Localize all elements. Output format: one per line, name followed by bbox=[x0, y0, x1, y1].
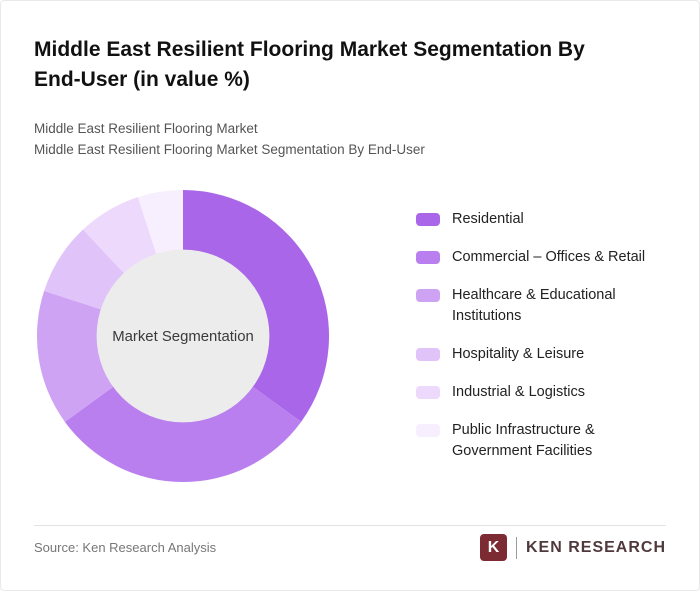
footer: Source: Ken Research Analysis K KEN RESE… bbox=[34, 525, 666, 561]
legend-label: Hospitality & Leisure bbox=[452, 346, 585, 363]
subtitle-line-2: Middle East Resilient Flooring Market Se… bbox=[34, 142, 425, 158]
page-title: Middle East Resilient Flooring Market Se… bbox=[34, 38, 585, 92]
legend-label: Residential bbox=[452, 211, 524, 228]
legend-swatch bbox=[416, 386, 440, 400]
subtitle-line-1: Middle East Resilient Flooring Market bbox=[34, 120, 258, 136]
legend-swatch bbox=[416, 289, 440, 303]
legend-label: Industrial & Logistics bbox=[452, 384, 585, 401]
legend-item: Public Infrastructure & Government Facil… bbox=[416, 420, 668, 462]
legend-item: Hospitality & Leisure bbox=[416, 344, 668, 365]
donut-chart: Market Segmentation bbox=[36, 190, 330, 483]
footer-divider bbox=[34, 525, 666, 526]
legend-item: Healthcare & Educational Institutions bbox=[416, 285, 668, 327]
legend-swatch bbox=[416, 251, 440, 265]
chart-area: Market Segmentation Residential Commerci… bbox=[34, 187, 699, 485]
logo-k-icon: K bbox=[479, 534, 507, 561]
donut-center-label: Market Segmentation bbox=[112, 329, 254, 345]
legend-label: Commercial – Offices & Retail bbox=[452, 249, 646, 266]
legend-swatch bbox=[416, 348, 440, 362]
ken-research-logo: K KEN RESEARCH bbox=[479, 534, 666, 561]
logo-divider bbox=[515, 536, 517, 559]
legend-label: Public Infrastructure & Government Facil… bbox=[452, 422, 595, 460]
chart-legend: Residential Commercial – Offices & Retai… bbox=[416, 209, 668, 462]
source-text: Source: Ken Research Analysis bbox=[34, 540, 217, 555]
legend-item: Commercial – Offices & Retail bbox=[416, 247, 668, 268]
legend-swatch bbox=[416, 213, 440, 227]
legend-swatch bbox=[416, 424, 440, 438]
legend-item: Residential bbox=[416, 209, 668, 230]
donut-center bbox=[96, 249, 270, 423]
legend-label: Healthcare & Educational Institutions bbox=[452, 287, 616, 325]
logo-wordmark: KEN RESEARCH bbox=[525, 538, 666, 556]
legend-item: Industrial & Logistics bbox=[416, 382, 668, 403]
